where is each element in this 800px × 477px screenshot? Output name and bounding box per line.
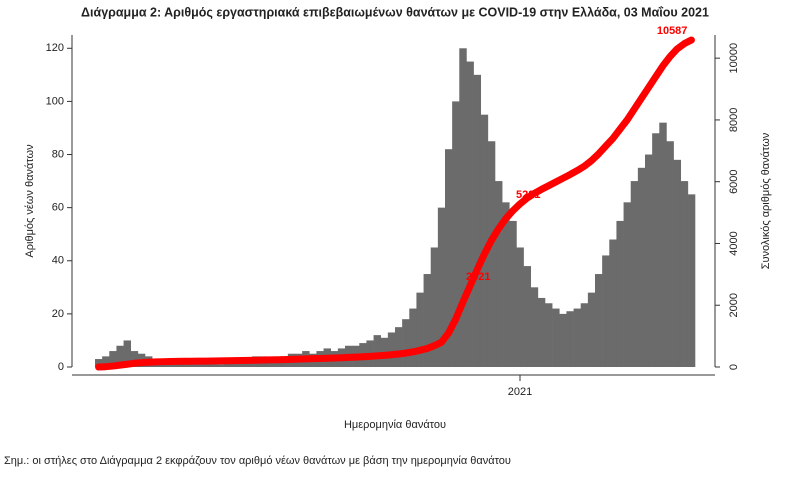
- bar: [445, 149, 453, 367]
- bar: [516, 247, 524, 367]
- bar: [680, 181, 689, 367]
- bar: [652, 133, 660, 367]
- bar: [552, 308, 560, 367]
- bar: [495, 181, 503, 367]
- bar: [95, 359, 103, 367]
- x-tick-label: 2021: [508, 386, 532, 398]
- bar: [102, 356, 110, 367]
- y-tick-label: 120: [46, 42, 64, 54]
- bar: [573, 308, 582, 367]
- bar: [637, 167, 646, 367]
- bar: [423, 274, 432, 367]
- bar: [216, 364, 224, 367]
- bar: [566, 311, 574, 367]
- y-tick-label: 60: [52, 202, 64, 214]
- bar: [395, 327, 403, 367]
- bar: [537, 297, 546, 367]
- bar: [173, 364, 182, 367]
- bar: [609, 239, 617, 367]
- bar: [187, 364, 196, 367]
- x-axis-label: Ημερομηνία θανάτου: [344, 419, 446, 431]
- footnote: Σημ.: οι στήλες στο Διάγραμμα 2 εκφράζου…: [4, 455, 511, 467]
- bar: [437, 207, 446, 367]
- bar: [480, 114, 489, 368]
- y-tick-label: 80: [52, 148, 64, 160]
- bar: [409, 308, 417, 367]
- y2-tick-label: 2000: [728, 293, 740, 317]
- y2-tick-label: 8000: [728, 108, 740, 132]
- bar: [459, 48, 467, 367]
- data-label: 2621: [466, 271, 490, 283]
- chart-title: Διάγραμμα 2: Αριθμός εργαστηριακά επιβεβ…: [81, 5, 709, 19]
- bar: [130, 351, 139, 367]
- bar: [630, 181, 639, 367]
- y-tick-label: 0: [58, 361, 64, 373]
- bar: [223, 361, 232, 367]
- bar: [387, 332, 396, 367]
- bar: [545, 303, 553, 367]
- bar: [602, 255, 610, 367]
- y-tick-label: 20: [52, 308, 64, 320]
- bar: [666, 141, 674, 367]
- bar: [502, 202, 510, 367]
- bar: [116, 345, 124, 367]
- bar: [123, 340, 132, 367]
- bar: [452, 101, 460, 368]
- cumulative-line: [95, 36, 695, 371]
- bar: [230, 361, 239, 367]
- bar: [559, 313, 567, 367]
- bar: [530, 287, 539, 367]
- data-label: 5281: [516, 189, 540, 201]
- bar: [623, 202, 632, 367]
- bar: [673, 159, 682, 367]
- y2-tick-label: 6000: [728, 169, 740, 193]
- bar: [209, 364, 217, 367]
- bar: [109, 351, 117, 367]
- y-tick-label: 40: [52, 255, 64, 267]
- bar: [373, 335, 382, 367]
- bar: [523, 266, 532, 367]
- bar: [466, 61, 474, 368]
- bar: [180, 364, 189, 367]
- bar: [595, 274, 603, 367]
- y-tick-label: 100: [46, 95, 64, 107]
- y2-tick-label: 0: [728, 364, 740, 370]
- bar: [402, 319, 410, 367]
- y2-axis-label: Συνολικός αριθμός θανάτων: [760, 132, 772, 269]
- bar: [587, 292, 596, 367]
- bar: [487, 141, 496, 367]
- bar: [430, 247, 439, 367]
- y2-tick-label: 4000: [728, 231, 740, 255]
- bar: [687, 194, 696, 367]
- bar: [416, 292, 424, 367]
- y-axis-label: Αριθμός νέων θανάτων: [24, 144, 36, 258]
- bar: [580, 303, 589, 367]
- bar: [195, 364, 203, 367]
- data-label: 10587: [657, 25, 688, 37]
- bar: [659, 122, 667, 367]
- bar: [473, 74, 482, 367]
- bar: [509, 220, 517, 367]
- bar: [616, 220, 624, 367]
- y2-tick-label: 10000: [728, 43, 740, 74]
- bar: [645, 154, 653, 367]
